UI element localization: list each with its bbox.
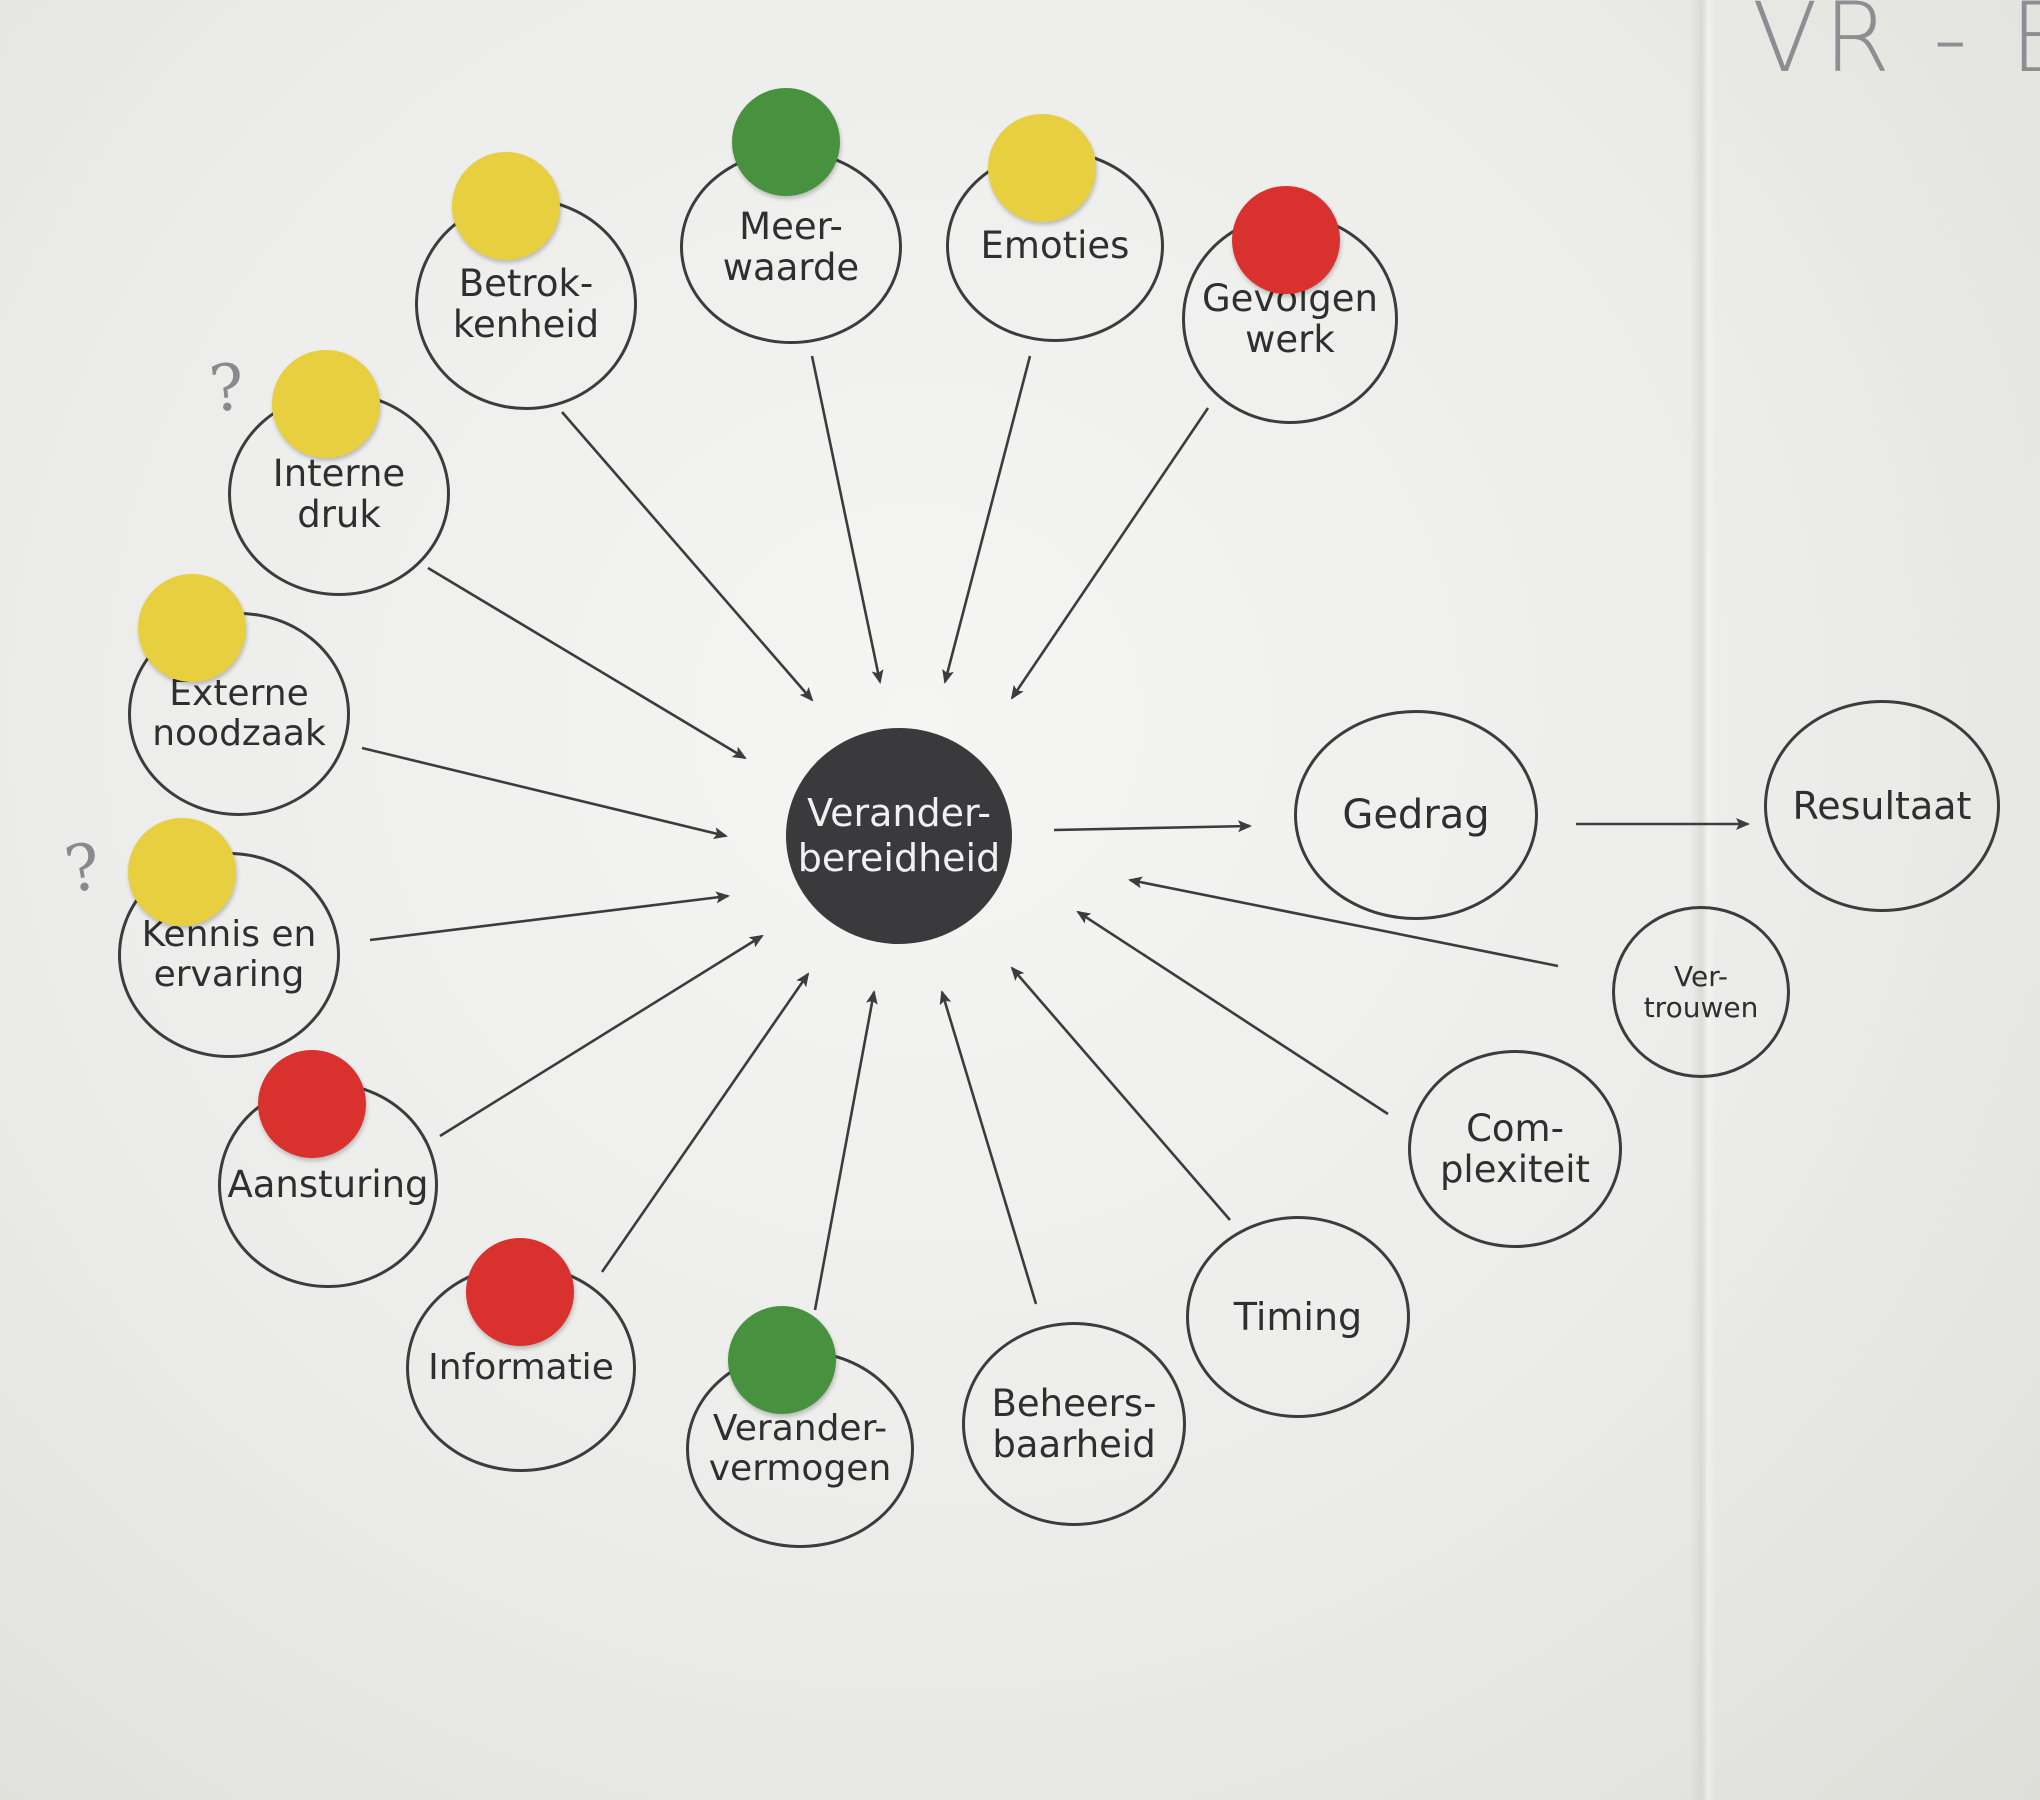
arrow-aansturing xyxy=(439,934,764,1138)
node-verandervermogen: Verander- vermogen xyxy=(686,1350,914,1548)
arrow-emoties xyxy=(942,355,1032,684)
node-label: Informatie xyxy=(428,1346,614,1388)
sticker-dot-aansturing xyxy=(258,1050,366,1158)
arrow-verandervermogen xyxy=(813,990,878,1311)
sticker-dot-informatie xyxy=(466,1238,574,1346)
sticker-dot-verandervermogen xyxy=(728,1306,836,1414)
arrow-interne-druk xyxy=(427,566,747,760)
node-label: Aansturing xyxy=(227,1163,429,1207)
sticker-dot-meerwaarde xyxy=(732,88,840,196)
node-label: Gedrag xyxy=(1342,791,1490,838)
node-betrokkenheid: Betrok- kenheid xyxy=(415,198,637,410)
center-node-veranderbereidheid: Verander- bereidheid xyxy=(786,728,1012,944)
arrow-beheersbaarheid xyxy=(939,990,1038,1305)
arrow-vertrouwen xyxy=(1128,876,1559,968)
node-complexiteit: Com- plexiteit xyxy=(1408,1050,1622,1248)
node-label: Kennis en ervaring xyxy=(141,913,317,995)
node-label: Com- plexiteit xyxy=(1439,1106,1591,1191)
node-vertrouwen: Ver- trouwen xyxy=(1612,906,1790,1078)
node-beheersbaarheid: Beheers- baarheid xyxy=(962,1322,1186,1526)
sticker-dot-externe-noodzaak xyxy=(138,574,246,682)
arrow-timing xyxy=(1010,966,1231,1221)
node-label: Resultaat xyxy=(1792,783,1972,828)
node-label: Emoties xyxy=(980,224,1130,268)
sticker-dot-kennis-ervaring xyxy=(128,818,236,926)
node-gedrag: Gedrag xyxy=(1294,710,1538,920)
arrow-informatie xyxy=(600,972,810,1273)
node-label: Betrok- kenheid xyxy=(452,261,600,346)
node-label: Externe noodzaak xyxy=(152,672,326,754)
arrow-betrokkenheid xyxy=(561,411,814,702)
arrow-to-gedrag xyxy=(1053,820,1252,833)
sticker-dot-betrokkenheid xyxy=(452,152,560,260)
node-aansturing: Aansturing xyxy=(218,1082,438,1288)
sticker-dot-gevolgen-werk xyxy=(1232,186,1340,294)
node-label: Meer- waarde xyxy=(722,204,860,289)
node-resultaat: Resultaat xyxy=(1764,700,2000,912)
sticker-dot-interne-druk xyxy=(272,350,380,458)
node-interne-druk: Interne druk xyxy=(228,392,450,596)
arrow-gevolgen-werk xyxy=(1010,407,1210,700)
node-label: Beheers- baarheid xyxy=(991,1381,1157,1466)
node-label: Verander- vermogen xyxy=(708,1407,892,1489)
paper-fold xyxy=(1690,0,1716,1800)
arrow-kennis-ervaring xyxy=(369,891,730,942)
arrow-externe-noodzaak xyxy=(361,746,728,840)
node-informatie: Informatie xyxy=(406,1264,636,1472)
center-node-label: Verander- bereidheid xyxy=(797,791,1001,880)
node-timing: Timing xyxy=(1186,1216,1410,1418)
sticker-dot-emoties xyxy=(988,114,1096,222)
node-label: Timing xyxy=(1233,1294,1363,1339)
handwritten-corner-note: VR - B xyxy=(1752,0,2040,94)
arrow-complexiteit xyxy=(1076,910,1389,1116)
node-label: Ver- trouwen xyxy=(1643,959,1759,1024)
arrow-meerwaarde xyxy=(810,355,884,684)
node-label: Interne druk xyxy=(272,451,406,536)
